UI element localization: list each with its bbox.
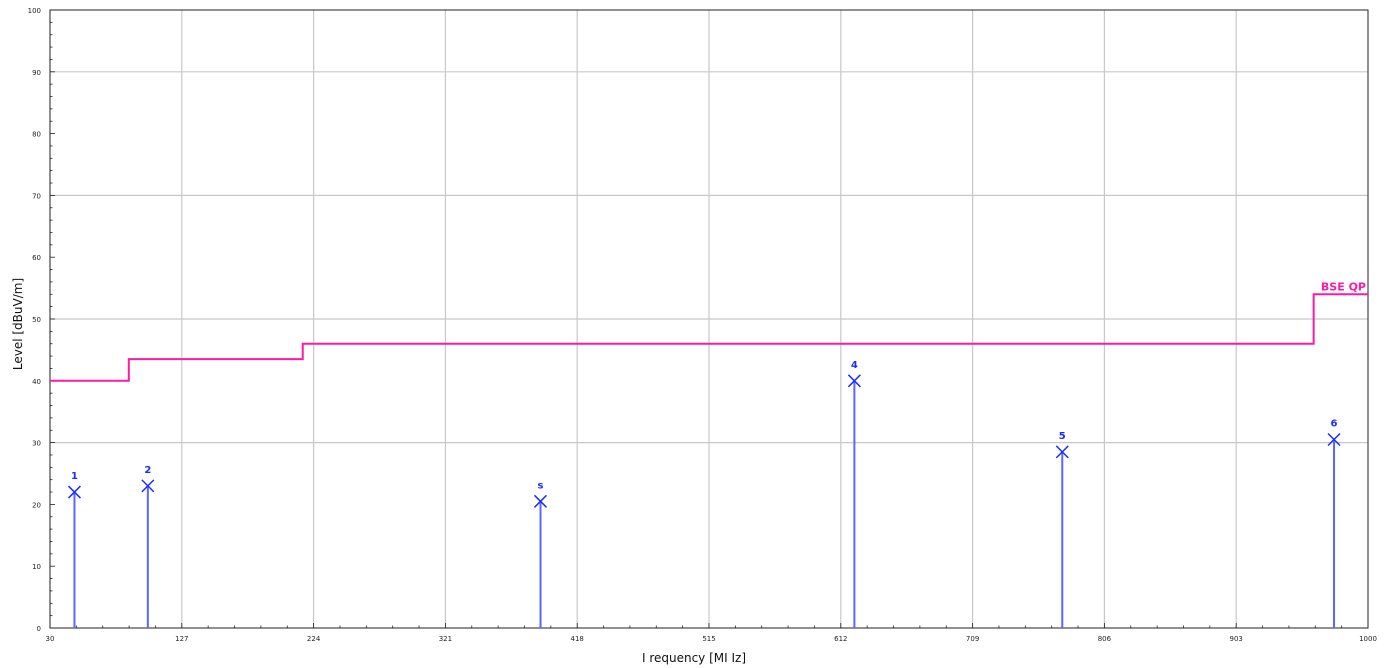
marker-label: s [538, 480, 544, 491]
y-tick-label: 40 [32, 378, 41, 386]
y-tick-label: 90 [32, 69, 41, 77]
marker-cross [533, 494, 548, 508]
y-tick-label: 70 [32, 192, 41, 200]
x-tick-label: 418 [571, 635, 584, 643]
x-tick-label: 1000 [1359, 635, 1377, 643]
marker-label: 5 [1059, 431, 1066, 442]
marker-cross [141, 479, 155, 493]
x-tick-label: 321 [439, 635, 452, 643]
x-axis-title: I requency [MI Iz] [642, 651, 746, 665]
grid-lines [50, 10, 1368, 628]
marker-label: 1 [71, 471, 78, 482]
x-tick-label: 515 [702, 635, 715, 643]
limit-line-label: BSE QP [1321, 280, 1366, 293]
y-tick-label: 10 [32, 563, 41, 571]
marker-label: 2 [144, 465, 151, 476]
y-tick-label: 0 [37, 625, 41, 633]
x-axis-tick-labels: 30 127 224 321 418 515 612 709 806 903 1000 [46, 635, 1377, 643]
marker-cross [847, 374, 861, 388]
marker-layer: 1 2 s 4 5 6 [67, 360, 1341, 628]
y-axis-title: Level [dBuV/m] [11, 278, 25, 370]
minor-ticks [49, 9, 1369, 629]
marker-label: 4 [851, 360, 858, 371]
x-tick-label: 224 [307, 635, 321, 643]
y-tick-label: 60 [32, 254, 41, 262]
y-tick-label: 100 [28, 7, 41, 15]
y-tick-label: 30 [32, 440, 41, 448]
marker-cross [67, 485, 81, 499]
marker-cross [1055, 445, 1069, 459]
x-tick-label: 903 [1230, 635, 1243, 643]
limit-line-layer: BSE QP [50, 280, 1368, 382]
marker-cross [1327, 432, 1341, 447]
y-tick-label: 80 [32, 131, 41, 139]
marker-label: 6 [1331, 419, 1338, 430]
x-tick-label: 709 [966, 635, 979, 643]
y-tick-label: 50 [32, 316, 41, 324]
x-tick-label: 612 [834, 635, 847, 643]
x-tick-label: 806 [1098, 635, 1112, 643]
limit-line [50, 293, 1368, 382]
y-axis-tick-labels: 0 10 20 30 40 50 60 70 80 90 100 [28, 7, 41, 633]
x-tick-label: 30 [46, 635, 55, 643]
y-tick-label: 20 [32, 501, 41, 509]
x-tick-label: 127 [175, 635, 188, 643]
